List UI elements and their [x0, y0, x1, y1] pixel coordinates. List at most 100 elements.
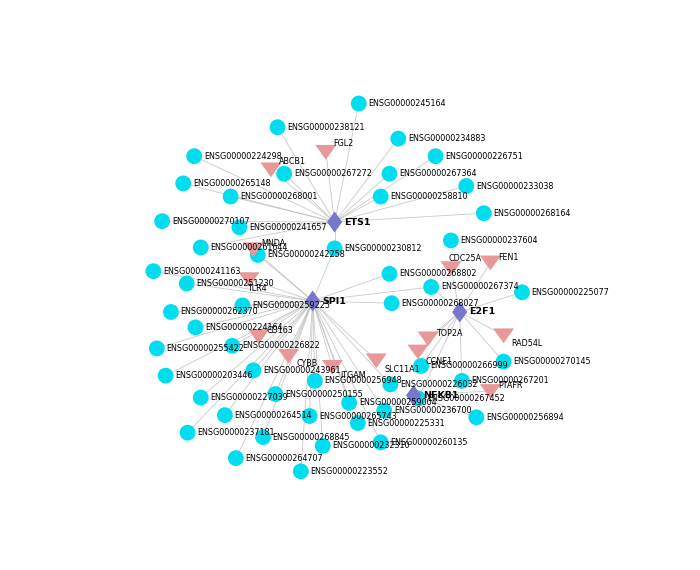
Text: CDC25A: CDC25A	[449, 254, 482, 263]
Text: ENSG00000259225: ENSG00000259225	[252, 301, 330, 310]
Text: ETS1: ETS1	[344, 218, 371, 226]
Circle shape	[454, 373, 470, 389]
Text: ENSG00000226751: ENSG00000226751	[445, 152, 523, 161]
Circle shape	[228, 450, 244, 466]
Text: ENSG00000265148: ENSG00000265148	[193, 179, 270, 188]
Circle shape	[377, 403, 392, 418]
Circle shape	[234, 298, 251, 314]
Circle shape	[149, 340, 164, 356]
Polygon shape	[480, 255, 501, 270]
Text: CCNE1: CCNE1	[426, 357, 453, 365]
Text: ENSG00000258810: ENSG00000258810	[391, 192, 468, 201]
Circle shape	[267, 386, 284, 402]
Text: ENSG00000241163: ENSG00000241163	[163, 267, 240, 276]
Circle shape	[476, 205, 491, 221]
Circle shape	[373, 434, 389, 450]
Text: NFKB1: NFKB1	[424, 391, 458, 400]
Text: ENSG00000262370: ENSG00000262370	[181, 307, 258, 316]
Text: ENSG00000242258: ENSG00000242258	[267, 250, 345, 259]
Circle shape	[163, 304, 179, 320]
Circle shape	[217, 407, 233, 423]
Text: FGL2: FGL2	[334, 140, 354, 148]
Polygon shape	[239, 272, 260, 287]
Text: ENSG00000267374: ENSG00000267374	[441, 283, 519, 291]
Circle shape	[428, 148, 444, 164]
Text: ENSG00000264707: ENSG00000264707	[246, 454, 323, 463]
Text: ENSG00000245164: ENSG00000245164	[368, 99, 446, 108]
Text: ENSG00000203446: ENSG00000203446	[175, 371, 253, 380]
Text: ABCB1: ABCB1	[279, 157, 306, 166]
Text: SPI1: SPI1	[322, 296, 346, 306]
Polygon shape	[248, 329, 270, 344]
Polygon shape	[366, 353, 387, 368]
Text: ENSG00000237181: ENSG00000237181	[197, 428, 274, 437]
Circle shape	[186, 148, 202, 164]
Circle shape	[350, 415, 366, 431]
Polygon shape	[493, 328, 514, 343]
Circle shape	[250, 247, 266, 263]
Circle shape	[276, 166, 292, 182]
Circle shape	[246, 363, 261, 378]
Circle shape	[293, 463, 309, 479]
Circle shape	[193, 390, 209, 405]
Text: ENSG00000261644: ENSG00000261644	[211, 243, 288, 252]
Text: ENSG00000266999: ENSG00000266999	[430, 361, 508, 370]
Circle shape	[424, 279, 439, 295]
Text: ENSG00000223552: ENSG00000223552	[311, 467, 389, 476]
Circle shape	[373, 189, 389, 205]
Circle shape	[256, 429, 271, 445]
Text: ENSG00000226032: ENSG00000226032	[400, 380, 477, 389]
Circle shape	[327, 241, 342, 256]
Text: ENSG00000226822: ENSG00000226822	[242, 341, 320, 351]
Text: ENSG00000268845: ENSG00000268845	[273, 433, 350, 442]
Circle shape	[158, 368, 174, 384]
Text: ENSG00000260135: ENSG00000260135	[391, 438, 468, 447]
Text: ENSG00000267364: ENSG00000267364	[399, 169, 477, 178]
Circle shape	[223, 189, 239, 205]
Polygon shape	[406, 385, 421, 406]
Text: ENSG00000265743: ENSG00000265743	[319, 412, 397, 421]
Polygon shape	[452, 302, 468, 323]
Circle shape	[468, 409, 484, 425]
Text: FEN1: FEN1	[498, 253, 519, 262]
Text: ENSG00000256894: ENSG00000256894	[486, 413, 564, 422]
Text: ENSG00000236700: ENSG00000236700	[394, 406, 471, 415]
Circle shape	[410, 390, 426, 406]
Circle shape	[384, 295, 400, 311]
Text: ENSG00000267272: ENSG00000267272	[294, 169, 372, 178]
Text: ENSG00000264514: ENSG00000264514	[234, 410, 312, 420]
Circle shape	[180, 425, 195, 441]
Text: ENSG00000237604: ENSG00000237604	[461, 236, 538, 245]
Circle shape	[146, 263, 161, 279]
Circle shape	[514, 284, 530, 300]
Circle shape	[382, 266, 398, 282]
Polygon shape	[418, 332, 439, 346]
Text: ENSG00000233038: ENSG00000233038	[476, 181, 553, 190]
Circle shape	[307, 373, 323, 389]
Circle shape	[351, 96, 367, 111]
Text: ENSG00000259004: ENSG00000259004	[359, 398, 436, 408]
Circle shape	[154, 213, 170, 229]
Text: E2F1: E2F1	[470, 307, 496, 316]
Circle shape	[341, 395, 357, 411]
Circle shape	[193, 239, 209, 255]
Polygon shape	[278, 349, 299, 364]
Text: SLC11A1: SLC11A1	[384, 365, 420, 373]
Circle shape	[178, 275, 195, 291]
Text: ENSG00000268802: ENSG00000268802	[399, 269, 477, 278]
Text: ENSG00000251230: ENSG00000251230	[197, 279, 274, 288]
Text: ENSG00000232310: ENSG00000232310	[332, 441, 410, 450]
Circle shape	[232, 219, 247, 235]
Circle shape	[443, 233, 459, 249]
Polygon shape	[327, 211, 342, 233]
Polygon shape	[315, 145, 337, 160]
Text: ENSG00000268001: ENSG00000268001	[240, 192, 318, 201]
Polygon shape	[440, 261, 461, 276]
Text: ENSG00000224164: ENSG00000224164	[205, 323, 283, 332]
Text: ENSG00000225077: ENSG00000225077	[532, 288, 610, 297]
Text: ENSG00000224298: ENSG00000224298	[204, 152, 281, 161]
Circle shape	[188, 319, 204, 335]
Polygon shape	[322, 360, 343, 374]
Polygon shape	[243, 242, 264, 257]
Polygon shape	[480, 384, 501, 399]
